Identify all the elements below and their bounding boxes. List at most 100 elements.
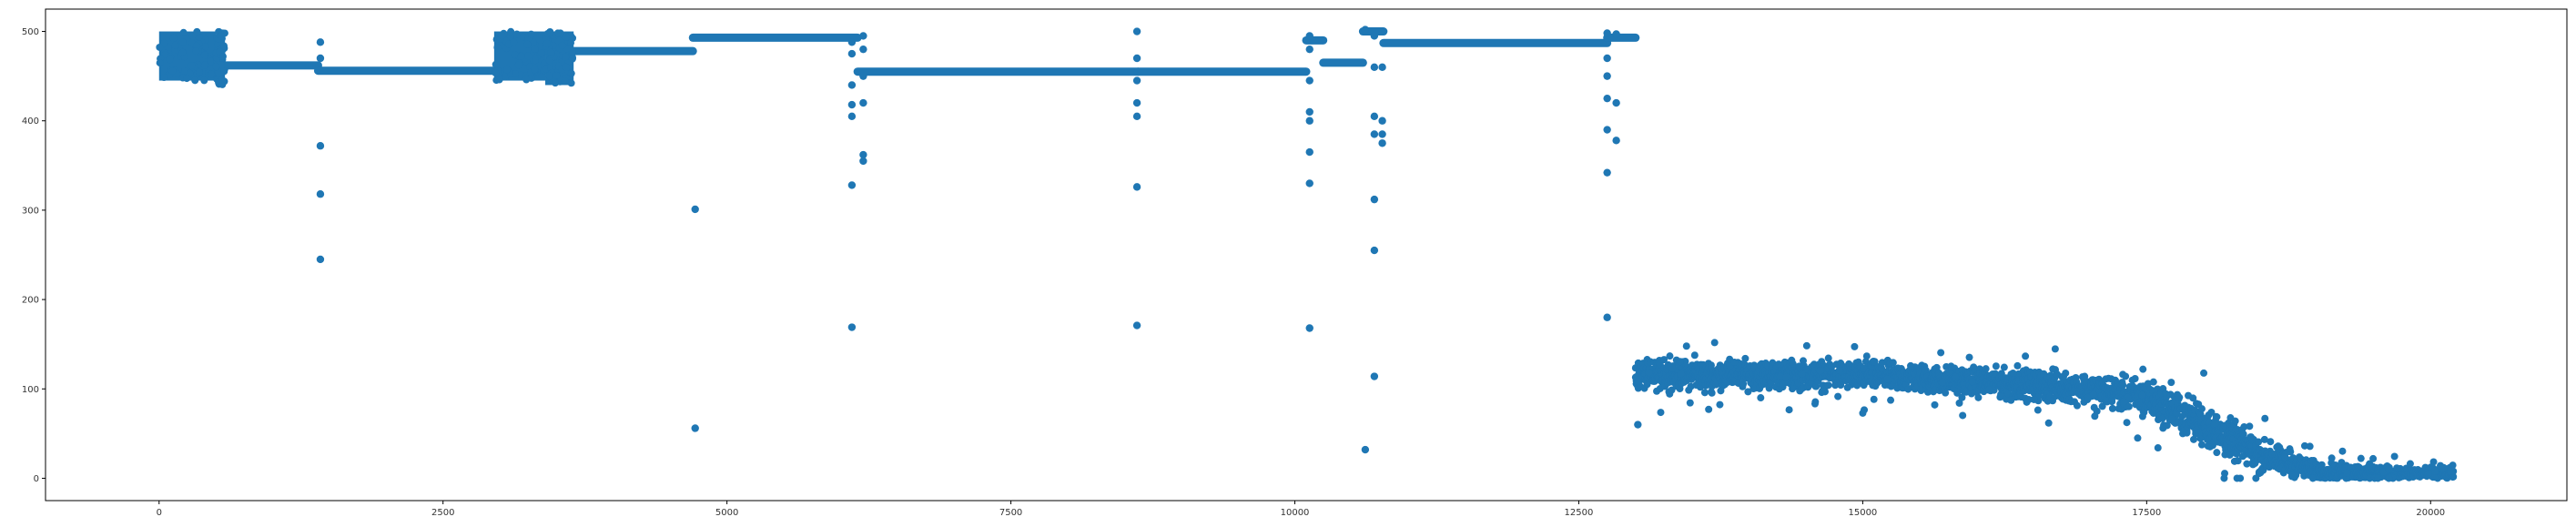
data-point — [2108, 404, 2116, 412]
data-point — [498, 32, 506, 40]
data-point — [1603, 168, 1611, 177]
data-point — [1818, 389, 1826, 397]
data-point — [316, 54, 325, 63]
data-point — [2168, 415, 2176, 423]
data-point — [1968, 378, 1976, 386]
data-point — [1705, 405, 1713, 413]
data-point — [1878, 359, 1886, 367]
x-tick-label: 2500 — [431, 508, 454, 518]
data-point — [847, 181, 857, 189]
data-point — [517, 52, 525, 60]
data-point — [493, 44, 502, 52]
data-point — [1802, 341, 1810, 350]
data-point — [220, 67, 228, 76]
data-point — [543, 39, 551, 47]
data-point — [193, 27, 201, 35]
data-point — [2200, 369, 2208, 377]
data-point — [1132, 76, 1141, 85]
data-point — [1634, 378, 1642, 386]
data-point — [1789, 385, 1797, 393]
data-point — [2138, 391, 2146, 400]
data-point — [859, 45, 867, 54]
data-point — [1634, 421, 1642, 429]
data-point — [2000, 363, 2008, 371]
data-point — [1677, 370, 1685, 378]
data-point — [169, 34, 177, 42]
data-point — [1798, 370, 1806, 378]
data-point — [2390, 452, 2399, 461]
data-point — [1931, 400, 1939, 409]
data-point — [2246, 422, 2254, 431]
data-point — [2338, 447, 2347, 455]
data-point — [2123, 419, 2131, 427]
data-point — [2163, 421, 2171, 430]
data-point — [1378, 27, 1386, 35]
data-point — [208, 70, 216, 78]
data-point — [200, 61, 208, 69]
data-point — [492, 60, 500, 68]
data-point — [2449, 472, 2458, 481]
data-point — [691, 424, 699, 432]
data-point — [847, 100, 857, 109]
data-point — [512, 30, 521, 38]
data-point — [1305, 324, 1313, 332]
data-point — [1643, 380, 1651, 389]
data-point — [2234, 457, 2242, 465]
data-point — [2240, 422, 2248, 431]
data-point — [200, 51, 208, 59]
data-point — [1782, 373, 1790, 381]
data-point — [2288, 471, 2297, 480]
data-point — [1378, 63, 1386, 72]
data-point — [1690, 351, 1699, 360]
data-point — [2013, 361, 2022, 370]
data-point — [2430, 473, 2439, 481]
data-point — [2073, 401, 2081, 410]
data-point — [1603, 126, 1611, 134]
data-point — [2300, 441, 2308, 450]
data-point — [1645, 369, 1653, 377]
data-point — [847, 112, 857, 121]
data-point — [2197, 441, 2206, 449]
data-point — [1974, 393, 1983, 401]
y-tick-label: 400 — [22, 117, 39, 127]
data-point — [2024, 395, 2033, 403]
data-point — [531, 66, 539, 74]
data-point — [2149, 378, 2157, 386]
data-point — [2009, 369, 2017, 377]
data-point — [2139, 365, 2147, 373]
data-point — [1676, 358, 1684, 366]
data-point — [2049, 365, 2057, 373]
data-point — [531, 45, 539, 53]
y-tick-label: 500 — [22, 27, 39, 37]
data-point — [1687, 382, 1695, 390]
data-point — [1851, 342, 1859, 350]
data-point — [218, 53, 227, 61]
x-tick-label: 7500 — [999, 508, 1022, 518]
data-point — [1965, 353, 1973, 361]
data-point — [2267, 438, 2275, 446]
data-point — [1938, 379, 1946, 387]
plot-area — [45, 8, 2568, 502]
data-point — [1707, 361, 1715, 370]
data-point — [156, 43, 164, 51]
x-tick-label: 17500 — [2132, 508, 2161, 518]
data-point — [181, 66, 189, 75]
data-point — [1700, 389, 1709, 397]
data-point — [2220, 474, 2228, 482]
x-tick-label: 10000 — [1281, 508, 1310, 518]
data-point — [558, 41, 566, 49]
data-point — [1952, 372, 1960, 380]
data-point — [2260, 435, 2268, 443]
data-point — [492, 69, 500, 77]
y-tick-label: 200 — [22, 296, 39, 306]
data-point — [2385, 465, 2393, 473]
data-point — [2030, 395, 2038, 403]
x-tick-label: 15000 — [1848, 508, 1877, 518]
data-point — [847, 38, 857, 46]
data-point — [212, 63, 220, 71]
data-point — [217, 32, 225, 40]
data-point — [1686, 399, 1694, 407]
data-point — [2007, 396, 2015, 404]
data-point — [1834, 392, 1842, 400]
data-point — [546, 27, 554, 35]
